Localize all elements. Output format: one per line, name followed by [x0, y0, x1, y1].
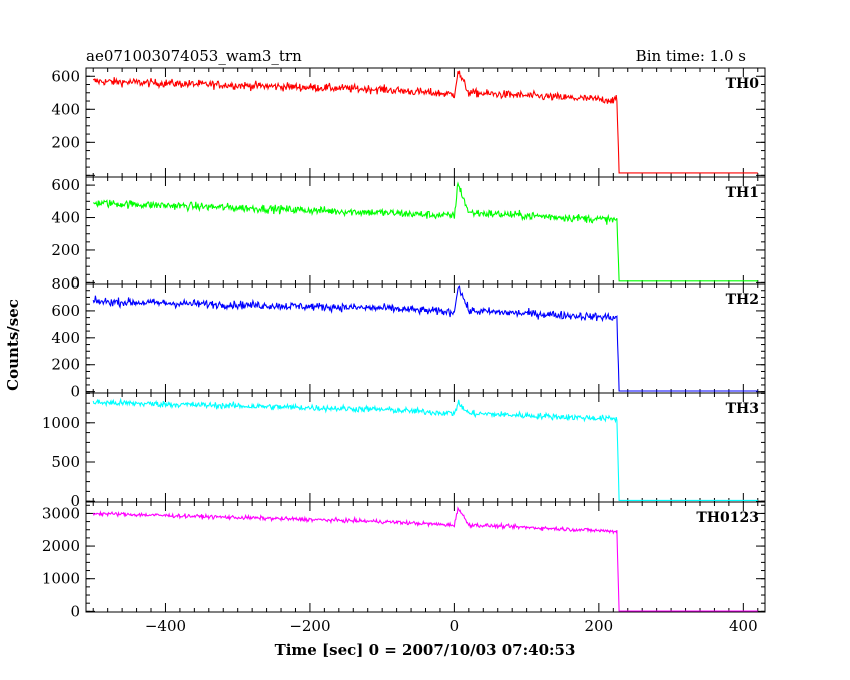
series-label-th3: TH3 [726, 401, 759, 417]
y-tick-label: 400 [51, 329, 80, 347]
series-line-th3 [92, 397, 758, 501]
x-tick-label: 200 [585, 617, 614, 635]
y-tick-label: 400 [51, 209, 80, 227]
series-label-th1: TH1 [726, 185, 759, 201]
panel-th0: 200 400 600 TH0 [51, 67, 766, 178]
panel-th2: 0 200 400 600 800 TH2 [51, 275, 766, 401]
series-label-th2: TH2 [726, 292, 759, 308]
panel-frame [85, 176, 766, 285]
x-tick-label: 400 [729, 617, 758, 635]
panel-frame [85, 392, 766, 503]
series-label-th0: TH0 [726, 76, 760, 92]
bin-time-label: Bin time: 1.0 s [636, 47, 746, 65]
panels-group: 200 400 600 TH0 0 200 400 600 TH1 0 200 400 600 800 TH… [42, 67, 766, 635]
y-tick-label: 1000 [42, 414, 80, 432]
series-line-th0 [92, 70, 758, 174]
panel-frame [85, 67, 766, 178]
y-tick-label: 3000 [42, 504, 80, 522]
series-line-th1 [93, 181, 758, 282]
y-tick-label: 800 [51, 275, 80, 293]
panel-th1: 0 200 400 600 TH1 [51, 176, 766, 291]
chart-title: ae071003074053_wam3_trn [86, 47, 302, 65]
y-tick-label: 500 [51, 453, 80, 471]
panel-th3: 0 500 1000 TH3 [42, 392, 766, 510]
y-tick-label: 200 [51, 133, 80, 151]
series-line-th2 [92, 285, 758, 392]
y-tick-label: 0 [70, 383, 80, 401]
y-tick-label: 0 [70, 273, 80, 291]
x-tick-label: −400 [145, 617, 186, 635]
series-label-th0123: TH0123 [696, 510, 759, 526]
x-axis-label: Time [sec] 0 = 2007/10/03 07:40:53 [275, 641, 576, 659]
y-tick-label: 1000 [42, 570, 80, 588]
x-tick-label: 0 [450, 617, 460, 635]
series-line-th0123 [92, 506, 758, 612]
y-tick-label: 400 [51, 100, 80, 118]
x-tick-label: −200 [289, 617, 330, 635]
panel-th0123: 0 1000 2000 3000 TH0123 [42, 501, 766, 620]
y-tick-label: 2000 [42, 537, 80, 555]
y-tick-label: 600 [51, 302, 80, 320]
panel-frame [85, 283, 766, 394]
y-tick-label: 0 [70, 492, 80, 510]
y-tick-label: 600 [51, 67, 80, 85]
panel-frame [85, 501, 766, 613]
y-axis-label: Counts/sec [4, 299, 22, 391]
y-tick-label: 200 [51, 356, 80, 374]
y-tick-label: 0 [70, 602, 80, 620]
y-tick-label: 600 [51, 176, 80, 194]
y-tick-label: 200 [51, 241, 80, 259]
